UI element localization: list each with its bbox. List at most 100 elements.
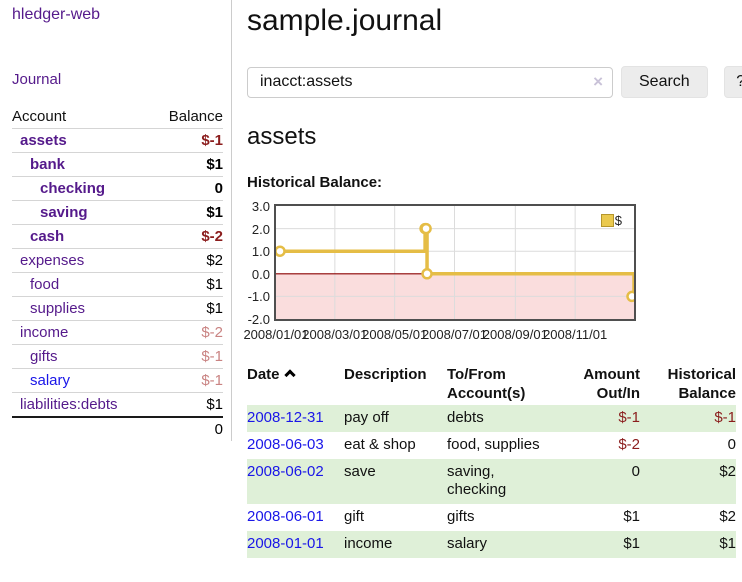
accounts-total-row: 0 (12, 417, 223, 441)
transaction-date-link[interactable]: 2008-06-01 (247, 508, 324, 525)
account-balance: $-2 (201, 228, 223, 245)
transaction-accounts: salary (447, 535, 488, 552)
account-heading: assets (247, 123, 317, 150)
transaction-description: gift (344, 508, 365, 525)
account-link-checking[interactable]: checking (40, 180, 106, 197)
account-balance: $-2 (201, 324, 223, 341)
transaction-accounts: gifts (447, 508, 475, 525)
x-axis-tick-label: 2008/07/01 (421, 327, 488, 342)
accounts-table: Account Balance assets $-1 bank $1 check… (12, 105, 223, 441)
register-header-row: Date Description To/From Account(s) Amou… (247, 363, 736, 405)
account-balance: $1 (206, 396, 223, 413)
account-row-food: food $1 (12, 273, 223, 297)
account-link-cash[interactable]: cash (30, 228, 65, 245)
search-input[interactable] (247, 66, 613, 98)
register-table: Date Description To/From Account(s) Amou… (247, 363, 736, 558)
register-header-date[interactable]: Date (247, 363, 344, 405)
transaction-date-link[interactable]: 2008-06-03 (247, 436, 324, 453)
legend-label: $ (614, 213, 622, 228)
chart-plot-area: $ (274, 204, 636, 321)
y-axis-tick-label: 1.0 (251, 244, 270, 260)
register-row: 2008-06-02 save saving, checking 0 $2 (247, 459, 736, 504)
clear-search-icon[interactable]: × (593, 71, 603, 91)
account-row-bank: bank $1 (12, 153, 223, 177)
y-axis-tick-label: 2.0 (251, 221, 270, 237)
chart-title: Historical Balance: (247, 174, 383, 191)
x-axis-tick-label: 2008/09/01 (482, 327, 548, 342)
account-balance: $1 (206, 204, 223, 221)
register-header-amount: Amount Out/In (583, 366, 640, 402)
chart-legend: $ (600, 213, 622, 228)
transaction-description: income (344, 535, 393, 552)
register-row: 2008-06-01 gift gifts $1 $2 (247, 504, 736, 531)
account-row-assets: assets $-1 (12, 129, 223, 153)
transaction-accounts: debts (447, 409, 484, 426)
account-balance: $1 (206, 276, 223, 293)
y-axis-tick-label: 3.0 (251, 199, 270, 214)
register-header-balance: Historical Balance (667, 366, 736, 402)
search-button[interactable]: Search (621, 66, 708, 98)
account-row-salary: salary $-1 (12, 369, 223, 393)
transaction-balance: $2 (719, 463, 736, 480)
transaction-balance: $2 (719, 508, 736, 525)
transaction-balance: 0 (727, 436, 736, 453)
transaction-amount: $1 (623, 508, 640, 525)
account-row-checking: checking 0 (12, 177, 223, 201)
account-balance: $2 (206, 252, 223, 269)
transaction-balance: $-1 (714, 409, 736, 426)
sidebar-item-journal[interactable]: Journal (12, 71, 62, 88)
transaction-accounts: food, supplies (447, 436, 540, 453)
account-link-saving[interactable]: saving (40, 204, 88, 221)
account-link-food[interactable]: food (30, 276, 60, 293)
account-link-income[interactable]: income (20, 324, 69, 341)
transaction-amount: $-2 (618, 436, 640, 453)
main-content: sample.journal × Search ? assets Histori… (232, 0, 742, 558)
transaction-date-link[interactable]: 2008-01-01 (247, 535, 324, 552)
account-link-gifts[interactable]: gifts (30, 348, 58, 365)
accounts-header-account: Account (12, 108, 67, 125)
register-header-description: Description (344, 366, 427, 383)
app-title-link[interactable]: hledger-web (12, 6, 101, 23)
transaction-amount: $-1 (618, 409, 640, 426)
transaction-description: eat & shop (344, 436, 416, 453)
account-row-liabilities-debts: liabilities:debts $1 (12, 393, 223, 417)
account-row-supplies: supplies $1 (12, 297, 223, 321)
x-axis-tick-label: 2008/01/01 (243, 327, 309, 342)
account-balance: $-1 (201, 132, 223, 149)
y-axis-tick-label: -1.0 (247, 289, 270, 305)
account-link-supplies[interactable]: supplies (30, 300, 86, 317)
register-header-accounts: To/From Account(s) (447, 366, 526, 402)
account-row-expenses: expenses $2 (12, 249, 223, 273)
account-balance: 0 (214, 180, 223, 197)
account-link-salary[interactable]: salary (30, 372, 71, 389)
account-balance: $-1 (201, 372, 223, 389)
x-axis-tick-label: 2008/03/01 (302, 327, 368, 342)
accounts-header-row: Account Balance (12, 105, 223, 129)
account-link-expenses[interactable]: expenses (20, 252, 85, 269)
account-link-bank[interactable]: bank (30, 156, 66, 173)
y-axis-tick-label: 0.0 (251, 266, 270, 282)
account-balance: $-1 (201, 348, 223, 365)
help-button[interactable]: ? (723, 66, 742, 98)
account-row-gifts: gifts $-1 (12, 345, 223, 369)
account-row-saving: saving $1 (12, 201, 223, 225)
account-balance: $1 (206, 156, 223, 173)
transaction-description: save (344, 463, 376, 480)
sidebar: hledger-web Journal Account Balance asse… (0, 0, 232, 441)
account-balance: $1 (206, 300, 223, 317)
transaction-amount: $1 (623, 535, 640, 552)
account-link-assets[interactable]: assets (20, 132, 67, 149)
account-link-liabilities-debts[interactable]: liabilities:debts (20, 396, 118, 413)
accounts-header-balance: Balance (168, 108, 223, 125)
page-title: sample.journal (247, 4, 443, 37)
sort-ascending-icon (283, 369, 296, 381)
transaction-date-link[interactable]: 2008-06-02 (247, 463, 324, 480)
legend-swatch-icon (600, 214, 614, 227)
register-row: 2008-12-31 pay off debts $-1 $-1 (247, 405, 736, 432)
y-axis-tick-label: -2.0 (247, 312, 270, 327)
register-row: 2008-06-03 eat & shop food, supplies $-2… (247, 432, 736, 459)
transaction-amount: 0 (631, 463, 640, 480)
transaction-accounts: saving, checking (447, 463, 507, 498)
transaction-date-link[interactable]: 2008-12-31 (247, 409, 324, 426)
transaction-description: pay off (344, 409, 389, 426)
